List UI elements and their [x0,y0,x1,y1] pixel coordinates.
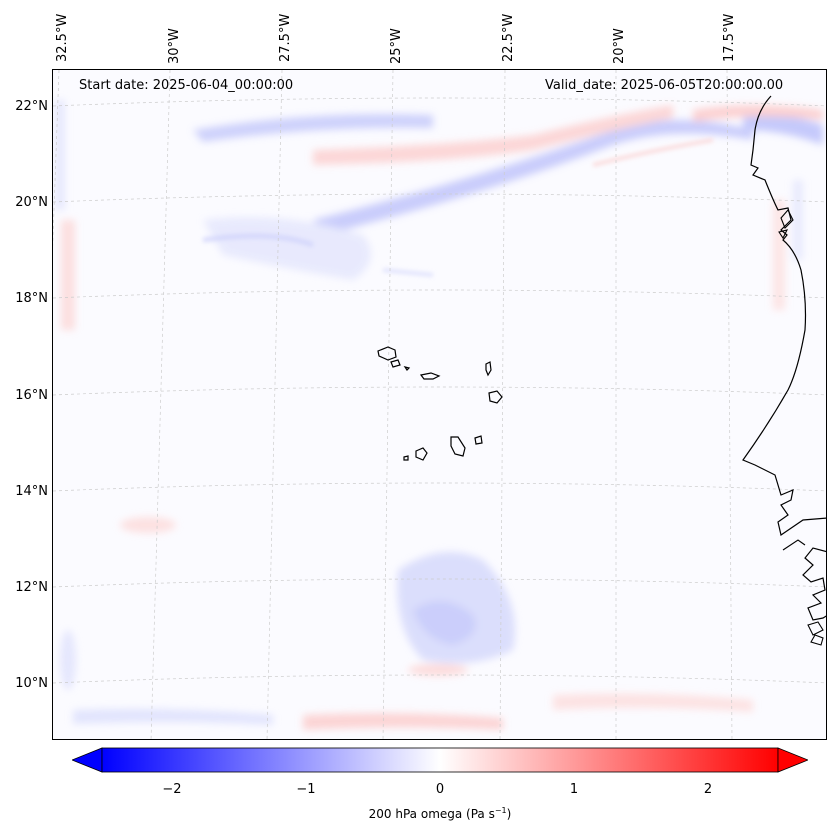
cb-tick-minus1: −1 [296,782,316,797]
parallel-10n [53,674,826,684]
lat-label-10n: 10°N [15,676,48,691]
graticule [53,70,826,739]
cb-tick-minus2: −2 [162,782,182,797]
descent-strip-right [793,180,803,260]
parallel-22n [53,97,826,107]
colorbar-label-exponent: −1 [494,806,507,815]
island-santa-luzia [403,366,411,371]
meridian-17-5w [726,70,733,739]
coast-islands-south [807,621,824,646]
ascent-band-south-right [553,693,753,712]
lat-label-12n: 12°N [15,580,48,595]
ascent-strip-right [773,200,785,310]
lat-label-16n: 16°N [15,388,48,403]
cb-tick-0: 0 [435,782,445,797]
colorbar-min-extend [72,747,103,773]
africa-coast-south [802,547,826,621]
island-maio [474,435,483,445]
ascent-band-south [303,713,503,730]
island-santiago [450,436,466,457]
start-date-label: Start date: 2025-06-04_00:00:00 [79,78,294,93]
ascent-spot-2 [408,664,468,676]
meridian-27-5w [266,70,283,739]
descent-band-south [73,708,273,725]
lat-label-22n: 22°N [15,99,48,114]
descent-streak-1 [202,233,314,248]
island-sao-vicente [390,359,401,368]
colorbar-label-main: 200 hPa omega (Pa s [368,807,495,821]
cb-tick-2: 2 [703,782,713,797]
ascent-streak-1 [592,138,714,167]
valid-date-label: Valid_date: 2025-06-05T20:00:00.00 [545,78,784,93]
lat-label-20n: 20°N [15,195,48,210]
lon-label-25w: 25°W [389,28,404,64]
lon-label-27-5w: 27.5°W [278,13,293,62]
ascent-band-upper [313,105,673,165]
descent-strip-left [55,100,65,210]
lon-label-22-5w: 22.5°W [501,13,516,62]
cape-verde-islands [377,346,503,461]
descent-area-left [203,217,371,280]
coast-feature-20n [778,209,794,240]
colorbar-max-extend [777,747,808,773]
cb-tick-1: 1 [569,782,579,797]
descent-band-upper [193,114,433,142]
descent-area-south-inner [413,601,476,645]
colorbar-body [101,747,779,773]
parallel-12n [53,578,826,588]
colorbar [72,747,808,773]
meridian-22-5w [499,70,506,739]
parallel-16n [53,386,826,396]
lat-label-14n: 14°N [15,484,48,499]
island-brava [403,455,409,461]
meridian-30w [150,70,171,739]
descent-streak-2 [382,268,434,277]
lat-label-18n: 18°N [15,291,48,306]
ascent-strip-left [61,220,75,330]
descent-band-diagonal [313,120,753,235]
lon-label-32-5w: 32.5°W [55,13,70,62]
lon-label-17-5w: 17.5°W [722,13,737,62]
descent-spot-1 [60,630,76,690]
ascent-band-top-right [693,105,823,122]
ascent-spot-1 [120,517,176,533]
island-fogo [415,447,428,461]
colorbar-label: 200 hPa omega (Pa s−1) [0,806,837,821]
island-santo-antao [377,346,397,361]
colorbar-label-close: ) [506,807,512,821]
lon-label-30w: 30°W [167,28,182,64]
meridian-25w [382,70,394,739]
map-panel [52,69,827,740]
coast-inlet [782,539,806,551]
parallel-18n [53,289,826,299]
parallel-20n [53,193,826,203]
omega-field-map [53,70,826,739]
descent-band-right [743,113,823,145]
parallel-14n [53,482,826,492]
island-sao-nicolau [419,372,441,380]
omega-field [55,100,823,730]
lon-label-20w: 20°W [612,28,627,64]
africa-coastline [742,95,826,536]
island-sal [485,361,492,377]
island-boa-vista [488,390,503,404]
